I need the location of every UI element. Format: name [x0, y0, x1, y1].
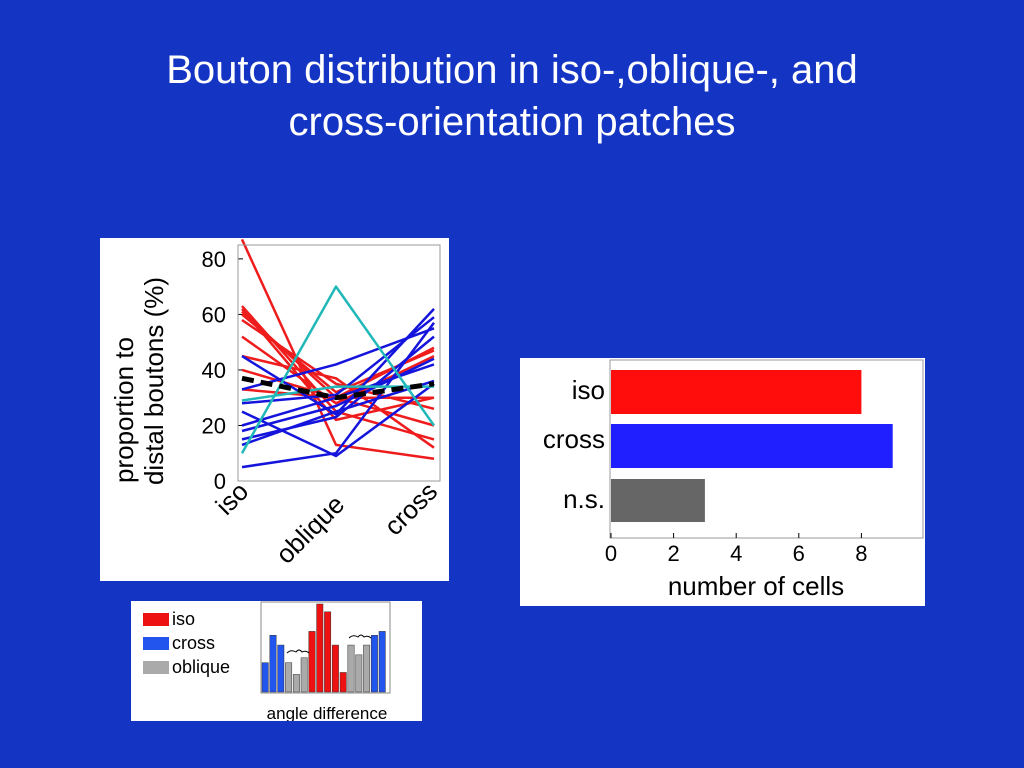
- line-chart-ylabel-line1: proportion to: [109, 337, 139, 483]
- line-chart-series-iso: [240, 238, 435, 461]
- histogram-bar-oblique: [292, 674, 300, 693]
- bar-chart-xlabel: number of cells: [668, 571, 844, 601]
- bar-chart-x-ticks: 0 2 4 6 8: [605, 533, 868, 566]
- line-chart-series-iso: [241, 308, 435, 422]
- line-chart-y-tick-label: 40: [202, 358, 226, 383]
- line-chart: proportion to distal boutons (%) 0 20 40 60…: [109, 238, 444, 570]
- line-chart-series-cross: [241, 357, 435, 433]
- histogram-bar-cross: [261, 662, 269, 693]
- bar-chart-x-tick-label: 2: [667, 541, 679, 566]
- histogram-bar-cross: [370, 635, 378, 693]
- line-chart-panel: proportion to distal boutons (%) 0 20 40 60…: [100, 238, 449, 581]
- line-chart-series-cross: [241, 321, 435, 469]
- line-chart-y-tick-label: 60: [202, 302, 226, 327]
- line-chart-y-tick-label: 20: [202, 413, 226, 438]
- histogram-caption: angle difference: [267, 704, 388, 721]
- line-chart-series-mean: [241, 375, 435, 401]
- legend-swatch-cross: [143, 637, 169, 650]
- histogram-bar-cross: [269, 635, 277, 693]
- histogram-bar-iso: [308, 631, 316, 693]
- bar-chart-panel: iso cross n.s. 0 2 4 6 8 number of cells: [520, 358, 925, 606]
- bar-chart-bar: [611, 370, 862, 414]
- histogram-bar-cross: [378, 631, 386, 693]
- bar-chart-x-tick-label: 0: [605, 541, 617, 566]
- line-chart-series-cross: [241, 382, 435, 458]
- bar-chart-x-tick-label: 6: [793, 541, 805, 566]
- line-chart-series-other: [240, 285, 436, 454]
- bar-chart-category-label: iso: [572, 375, 605, 405]
- legend-swatch-oblique: [143, 661, 169, 674]
- legend-panel-graphic: iso cross oblique angle difference: [143, 601, 391, 723]
- slide-title: Bouton distribution in iso-,oblique-, an…: [60, 44, 964, 148]
- bar-chart-bar: [611, 479, 705, 522]
- bar-chart-category-label: n.s.: [563, 484, 605, 514]
- line-chart-y-tick-label: 0: [214, 469, 226, 494]
- histogram-bar-cross: [277, 644, 285, 693]
- slide-title-line1: Bouton distribution in iso-,oblique-, an…: [166, 48, 858, 92]
- line-chart-y-tick-label: 80: [202, 247, 226, 272]
- histogram-frame: [260, 601, 391, 694]
- slide-title-line2: cross-orientation patches: [288, 100, 736, 144]
- line-chart-plot-frame: [237, 244, 441, 482]
- legend-swatch-iso: [143, 613, 169, 626]
- line-chart-series-group: [240, 238, 436, 469]
- histogram-bar-oblique: [355, 654, 363, 693]
- line-chart-x-tick-label: cross: [378, 476, 443, 541]
- histogram-bar-iso: [324, 611, 332, 693]
- legend-label-iso: iso: [172, 609, 195, 629]
- legend-label-oblique: oblique: [172, 657, 230, 677]
- histogram-bar-iso: [316, 603, 324, 693]
- line-chart-ylabel-line2: distal boutons (%): [139, 277, 169, 485]
- histogram-bar-oblique: [347, 644, 355, 693]
- histogram-brace-left: [286, 649, 310, 654]
- bar-chart-plot-frame: [609, 359, 924, 539]
- legend-label-cross: cross: [172, 633, 215, 653]
- line-chart-series-iso: [241, 318, 435, 411]
- histogram-bar-oblique: [300, 657, 308, 693]
- bar-chart-x-tick-label: 8: [855, 541, 867, 566]
- line-chart-series-iso: [241, 335, 435, 405]
- line-chart-series-cross: [241, 335, 435, 441]
- histogram-brace-right: [348, 634, 372, 639]
- legend-items: iso cross oblique: [143, 609, 230, 677]
- histogram-bar-iso: [331, 644, 339, 693]
- line-chart-x-tick-label: oblique: [270, 489, 351, 570]
- line-chart-series-iso: [241, 354, 435, 449]
- bar-chart: iso cross n.s. 0 2 4 6 8 number of cells: [543, 359, 924, 601]
- histogram-bar-oblique: [363, 644, 371, 693]
- line-chart-series-cross: [241, 316, 435, 405]
- line-chart-y-ticks: 0 20 40 60 80: [202, 247, 243, 494]
- bar-chart-x-tick-label: 4: [730, 541, 742, 566]
- bar-chart-category-label: cross: [543, 424, 605, 454]
- line-chart-series-cross: [241, 379, 435, 447]
- bar-chart-bar: [611, 424, 893, 468]
- histogram-bars: [261, 603, 386, 693]
- bar-chart-bars: iso cross n.s.: [543, 370, 893, 522]
- line-chart-x-ticks: iso oblique cross: [210, 476, 444, 570]
- legend-panel: iso cross oblique angle difference: [131, 601, 422, 723]
- line-chart-series-cross: [241, 327, 435, 391]
- histogram-bar-oblique: [285, 662, 293, 693]
- histogram-bar-iso: [339, 672, 347, 693]
